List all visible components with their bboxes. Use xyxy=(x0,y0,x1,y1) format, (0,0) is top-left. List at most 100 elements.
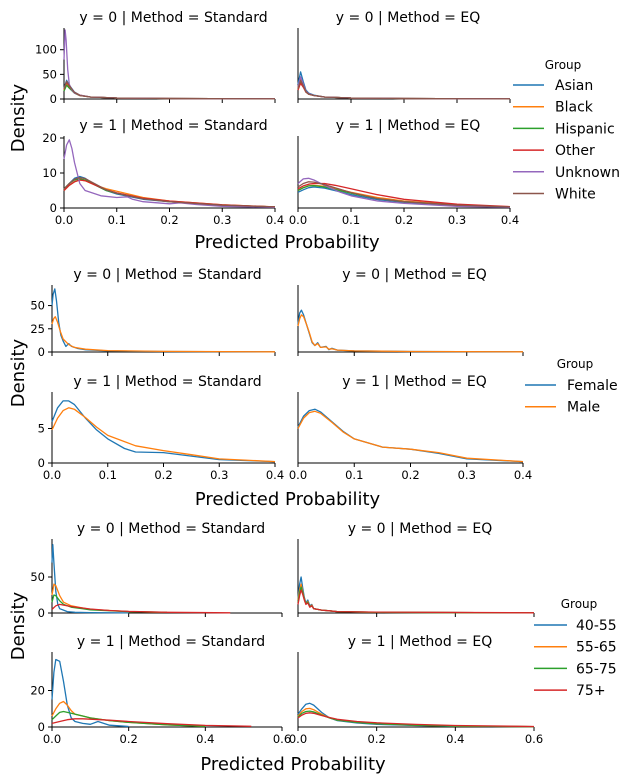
legend: Group Asian Black Hispanic Other Unknown White xyxy=(513,58,620,203)
series-line-other xyxy=(297,182,511,208)
y-axis-label: Density xyxy=(8,591,29,660)
x-tick-label: 0.4 xyxy=(514,468,532,482)
panel-title: y = 0 | Method = EQ xyxy=(342,267,486,283)
series-line-65-75 xyxy=(51,594,168,613)
y-tick-label: 0 xyxy=(50,92,57,106)
legend-label: 40-55 xyxy=(576,618,617,634)
x-tick-label: 0.2 xyxy=(368,732,386,746)
series-line-male xyxy=(51,407,276,463)
x-tick-label: 0.0 xyxy=(43,732,61,746)
panel-1-4: y = 1 | Method = EQ 0.0 0.1 0.2 0.3 0.4 xyxy=(289,118,519,227)
panel-1-2: y = 0 | Method = EQ xyxy=(297,10,511,103)
y-tick-label: 0 xyxy=(38,456,45,470)
x-tick-label: 0.2 xyxy=(154,468,172,482)
x-tick-label: 0.1 xyxy=(342,213,360,227)
series-line-male xyxy=(297,314,524,353)
x-tick-label: 0.1 xyxy=(99,468,117,482)
legend-label: Hispanic xyxy=(555,121,615,137)
series-line-unknown xyxy=(63,139,276,208)
panel-3-3: y = 1 | Method = Standard 0 20 0.0 0.2 0.4 0.6 xyxy=(30,634,291,746)
series-line-40-55 xyxy=(51,543,129,614)
y-tick-label: 20 xyxy=(30,684,45,698)
series-line-55-65 xyxy=(51,583,168,614)
x-tick-label: 0.2 xyxy=(395,213,413,227)
x-tick-label: 0.3 xyxy=(210,468,228,482)
x-axis-label: Predicted Probability xyxy=(200,754,386,775)
x-axis-label: Predicted Probability xyxy=(194,232,380,253)
y-tick-label: 50 xyxy=(42,67,57,81)
series-line-75- xyxy=(51,603,231,614)
x-tick-label: 0.4 xyxy=(501,213,519,227)
y-tick-label: 0 xyxy=(38,720,45,734)
x-tick-label: 0.1 xyxy=(108,213,126,227)
panel-title: y = 1 | Method = Standard xyxy=(79,118,267,134)
x-tick-label: 0.3 xyxy=(448,213,466,227)
legend-label: Unknown xyxy=(555,165,620,181)
x-tick-label: 0.4 xyxy=(446,732,464,746)
y-tick-label: 0 xyxy=(50,201,57,215)
series-line-male xyxy=(51,316,276,353)
y-tick-label: 100 xyxy=(35,43,57,57)
panel-title: y = 0 | Method = Standard xyxy=(73,267,261,283)
series-line-75- xyxy=(297,712,535,728)
legend-label: Asian xyxy=(555,78,593,94)
panel-2-3: y = 1 | Method = Standard 0 5 0.0 0.1 0.2 0.3 0… xyxy=(38,374,284,482)
panel-title: y = 0 | Method = EQ xyxy=(348,521,492,537)
series-line-unknown xyxy=(63,29,276,100)
x-tick-label: 0.4 xyxy=(266,468,284,482)
series-line-65-75 xyxy=(51,710,206,727)
y-tick-label: 25 xyxy=(30,322,45,336)
series-line-40-55 xyxy=(297,576,535,614)
x-tick-label: 0.2 xyxy=(160,213,178,227)
x-tick-label: 0.0 xyxy=(289,732,307,746)
panel-1-3: y = 1 | Method = Standard 0 10 20 0.0 0.1 0.2 0… xyxy=(42,118,284,227)
panel-title: y = 0 | Method = EQ xyxy=(336,10,480,26)
legend-label: Black xyxy=(555,100,594,116)
series-line-other xyxy=(63,81,276,100)
panel-3-1: y = 0 | Method = Standard 0 50 xyxy=(30,521,283,620)
series-line-unknown xyxy=(297,177,511,208)
panel-2-1: y = 0 | Method = Standard 0 25 50 xyxy=(30,267,276,359)
series-line-40-55 xyxy=(297,702,535,728)
panel-title: y = 1 | Method = EQ xyxy=(342,374,486,390)
x-tick-label: 0.4 xyxy=(266,213,284,227)
panel-3-2: y = 0 | Method = EQ xyxy=(297,521,535,617)
y-axis-label: Density xyxy=(8,338,29,407)
x-tick-label: 0.4 xyxy=(196,732,214,746)
x-axis-label: Predicted Probability xyxy=(195,489,381,510)
x-tick-label: 0.6 xyxy=(525,732,543,746)
series-line-55-65 xyxy=(297,583,535,614)
y-tick-label: 20 xyxy=(42,131,57,145)
panel-2-4: y = 1 | Method = EQ 0.0 0.1 0.2 0.3 0.4 xyxy=(289,374,532,482)
x-tick-label: 0.0 xyxy=(55,213,73,227)
legend-label: Male xyxy=(567,400,600,416)
legend-label: 75+ xyxy=(576,683,606,699)
series-line-white xyxy=(63,176,276,208)
series-line-asian xyxy=(297,71,511,100)
series-line-75- xyxy=(297,589,535,614)
panel-title: y = 0 | Method = Standard xyxy=(79,10,267,26)
panel-title: y = 1 | Method = Standard xyxy=(77,634,265,650)
series-line-unknown xyxy=(297,76,511,100)
legend-title: Group xyxy=(545,58,582,72)
x-tick-label: 0.0 xyxy=(289,213,307,227)
y-tick-label: 50 xyxy=(30,570,45,584)
x-tick-label: 0.3 xyxy=(213,213,231,227)
y-tick-label: 0 xyxy=(38,345,45,359)
panel-2-2: y = 0 | Method = EQ xyxy=(297,267,524,356)
y-tick-label: 5 xyxy=(38,422,45,436)
panel-title: y = 1 | Method = EQ xyxy=(348,634,492,650)
series-line-hispanic xyxy=(63,178,276,208)
x-tick-label: 0.1 xyxy=(345,468,363,482)
series-line-white xyxy=(63,80,276,100)
legend-title: Group xyxy=(557,357,594,371)
y-tick-label: 10 xyxy=(42,166,57,180)
series-line-white xyxy=(297,79,511,100)
series-line-65-75 xyxy=(297,586,535,614)
legend-label: Other xyxy=(555,143,595,159)
x-tick-label: 0.2 xyxy=(120,732,138,746)
series-line-hispanic xyxy=(297,80,511,100)
legend-title: Group xyxy=(561,597,598,611)
